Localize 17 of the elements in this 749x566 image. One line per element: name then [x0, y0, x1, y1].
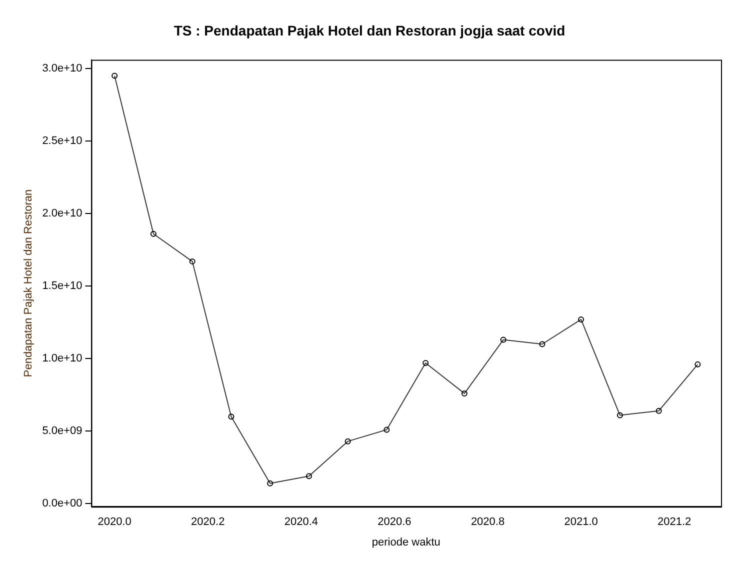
y-tick-label: 0.0e+00: [42, 498, 82, 510]
x-tick-label: 2021.2: [658, 516, 692, 528]
x-axis-title: periode waktu: [372, 536, 440, 548]
y-tick-label: 3.0e+10: [42, 62, 82, 75]
y-tick-label: 2.5e+10: [42, 135, 82, 148]
x-tick-label: 2020.8: [470, 516, 505, 528]
x-tick-label: 2020.2: [191, 516, 225, 528]
y-axis-title: Pendapatan Pajak Hotel dan Restoran: [22, 189, 35, 378]
y-tick-label: 1.5e+10: [42, 280, 82, 292]
x-tick-label: 2020.6: [378, 516, 412, 528]
y-tick-label: 2.0e+10: [42, 208, 82, 220]
x-tick-label: 2020.0: [98, 516, 132, 528]
x-tick-label: 2020.4: [284, 516, 318, 528]
x-tick-label: 2021.0: [564, 516, 598, 528]
y-tick-label: 5.0e+09: [42, 425, 82, 438]
chart-title: TS : Pendapatan Pajak Hotel dan Restoran jogja saat covid: [174, 22, 566, 38]
y-tick-label: 1.0e+10: [42, 352, 82, 365]
